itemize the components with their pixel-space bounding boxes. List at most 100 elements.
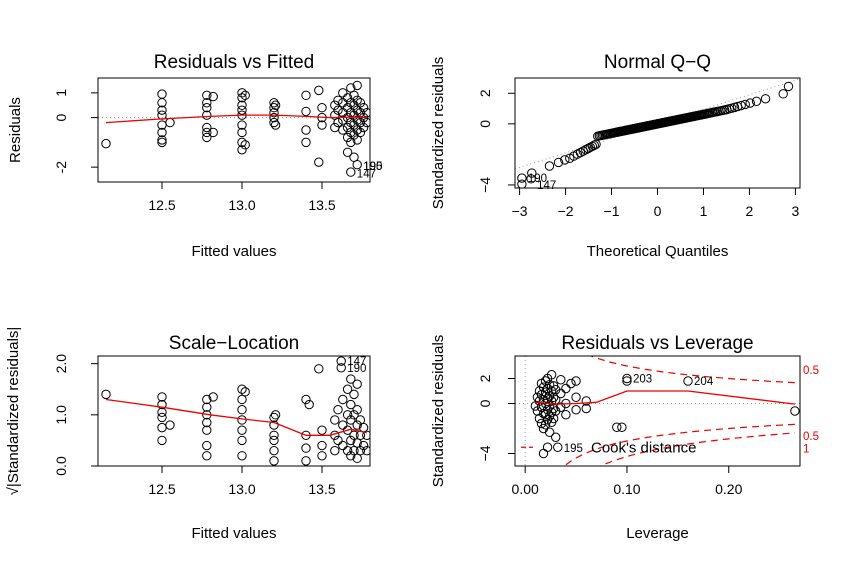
data-point [157, 412, 167, 423]
data-point [237, 93, 247, 103]
data-point [270, 120, 281, 130]
y-tick-label: 1 [53, 89, 69, 97]
y-tick-label: 2 [477, 89, 493, 97]
data-point [349, 120, 359, 130]
data-point [346, 435, 356, 446]
y-tick-label: 0 [477, 120, 493, 128]
data-point [237, 451, 247, 461]
data-point [157, 98, 167, 108]
data-point [301, 137, 311, 148]
data-point [269, 445, 279, 456]
data-point [352, 453, 362, 464]
smooth-fit-line [105, 398, 367, 436]
data-point [202, 122, 212, 133]
cooks-distance-contour [565, 423, 795, 466]
data-point [336, 356, 346, 366]
x-tick-label: 0.10 [613, 481, 640, 497]
data-point [745, 98, 755, 108]
point-annotation: 195 [564, 443, 583, 455]
data-point [575, 147, 586, 158]
data-point [553, 442, 563, 452]
data-point [561, 410, 571, 420]
panel-2: Normal Q−Q Theoretical Quantiles Standardi… [430, 52, 801, 260]
data-point [546, 386, 557, 396]
x-tick-label: −3 [512, 203, 528, 219]
data-point [202, 110, 212, 120]
y-axis-label: Residuals [7, 97, 24, 163]
data-point [566, 378, 576, 389]
data-point [355, 127, 366, 138]
data-point [269, 107, 279, 118]
plot-area [101, 356, 370, 466]
data-point [342, 384, 353, 394]
point-annotation: 190 [528, 173, 547, 185]
data-point [240, 140, 250, 150]
data-point [301, 443, 311, 453]
data-point [352, 379, 362, 389]
point-annotation: 147 [537, 180, 556, 192]
y-tick-label: 0.0 [53, 456, 69, 476]
data-point [317, 440, 327, 451]
data-point [330, 415, 340, 425]
y-tick-label: 2.0 [53, 354, 69, 374]
data-point [157, 399, 167, 410]
data-point [617, 422, 627, 432]
data-point [314, 157, 324, 167]
data-point [157, 137, 167, 148]
panel-4: Residuals vs Leverage Leverage Standardize… [430, 333, 819, 542]
x-tick-label: 13.5 [308, 197, 335, 213]
data-point [202, 90, 212, 101]
data-point [571, 376, 581, 386]
plot-title: Normal Q−Q [604, 52, 711, 73]
data-point [342, 122, 353, 133]
data-point [208, 392, 218, 402]
data-point [358, 440, 369, 451]
y-tick-label: 0 [53, 114, 69, 122]
data-point [571, 392, 581, 402]
data-point [551, 432, 561, 442]
data-point [269, 117, 279, 128]
data-point [346, 399, 356, 410]
data-point [546, 370, 557, 380]
x-tick-label: 13.5 [308, 481, 335, 497]
plot-area [98, 80, 370, 177]
data-point [553, 157, 564, 168]
data-point [349, 100, 359, 110]
data-point [362, 430, 370, 441]
data-point [237, 435, 247, 446]
y-tick-label: −4 [477, 177, 493, 193]
data-point [355, 445, 366, 456]
data-point [342, 132, 353, 143]
data-point [561, 383, 571, 394]
data-point [101, 389, 111, 400]
y-tick-label: 0 [477, 399, 493, 407]
data-point [333, 117, 343, 128]
x-tick-label: 1 [700, 203, 708, 219]
data-point [740, 99, 750, 110]
x-tick-label: 12.5 [148, 197, 175, 213]
plot-title: Scale−Location [169, 333, 299, 354]
data-point [342, 425, 353, 435]
data-point [342, 93, 353, 103]
plot-frame [97, 77, 371, 183]
data-point [270, 410, 281, 420]
data-point [683, 376, 693, 386]
data-point [790, 406, 800, 416]
data-point [157, 89, 167, 99]
data-point [538, 382, 549, 392]
data-point [355, 415, 366, 425]
data-point [314, 85, 324, 96]
data-point [517, 179, 527, 188]
plot-area [515, 78, 800, 188]
data-point [157, 407, 167, 417]
x-axis-label: Fitted values [191, 525, 276, 542]
data-point [338, 125, 348, 135]
x-tick-label: 3 [792, 203, 800, 219]
data-point [330, 445, 340, 456]
data-point [349, 445, 359, 456]
data-point [346, 415, 356, 425]
data-point [362, 117, 370, 128]
data-point [157, 127, 167, 138]
y-tick-label: -2 [53, 161, 69, 174]
